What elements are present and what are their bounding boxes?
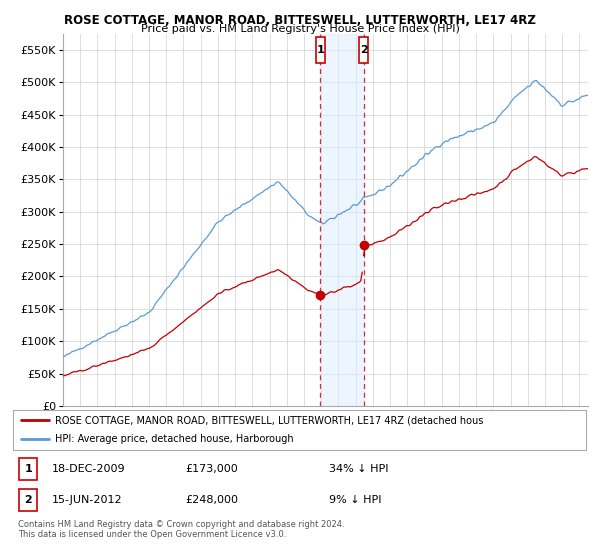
Text: £173,000: £173,000 — [185, 464, 238, 474]
Text: Price paid vs. HM Land Registry's House Price Index (HPI): Price paid vs. HM Land Registry's House … — [140, 24, 460, 34]
Text: ROSE COTTAGE, MANOR ROAD, BITTESWELL, LUTTERWORTH, LE17 4RZ (detached hous: ROSE COTTAGE, MANOR ROAD, BITTESWELL, LU… — [55, 415, 484, 425]
FancyBboxPatch shape — [359, 38, 368, 63]
FancyBboxPatch shape — [13, 410, 586, 450]
Text: 2: 2 — [359, 45, 367, 55]
Text: 18-DEC-2009: 18-DEC-2009 — [52, 464, 126, 474]
Text: £248,000: £248,000 — [185, 495, 238, 505]
Text: Contains HM Land Registry data © Crown copyright and database right 2024.: Contains HM Land Registry data © Crown c… — [18, 520, 344, 529]
Text: 9% ↓ HPI: 9% ↓ HPI — [329, 495, 382, 505]
Text: This data is licensed under the Open Government Licence v3.0.: This data is licensed under the Open Gov… — [18, 530, 286, 539]
Text: 1: 1 — [317, 45, 325, 55]
Text: 34% ↓ HPI: 34% ↓ HPI — [329, 464, 388, 474]
Text: ROSE COTTAGE, MANOR ROAD, BITTESWELL, LUTTERWORTH, LE17 4RZ: ROSE COTTAGE, MANOR ROAD, BITTESWELL, LU… — [64, 14, 536, 27]
FancyBboxPatch shape — [19, 458, 37, 480]
Text: 15-JUN-2012: 15-JUN-2012 — [52, 495, 123, 505]
Text: 2: 2 — [24, 495, 32, 505]
Text: HPI: Average price, detached house, Harborough: HPI: Average price, detached house, Harb… — [55, 435, 294, 445]
FancyBboxPatch shape — [316, 38, 325, 63]
Bar — [320, 34, 364, 406]
FancyBboxPatch shape — [19, 489, 37, 511]
Text: 1: 1 — [24, 464, 32, 474]
